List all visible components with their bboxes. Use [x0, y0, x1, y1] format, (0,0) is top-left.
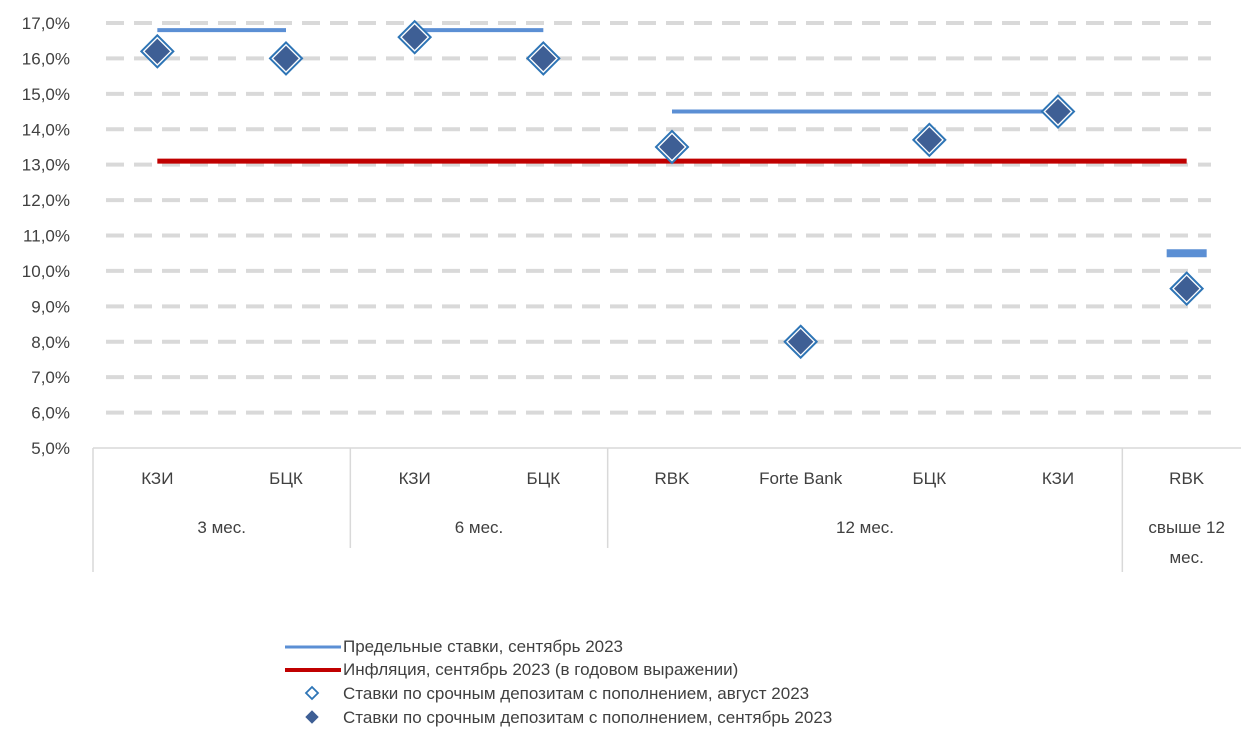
y-axis: 5,0% 6,0% 7,0% 8,0% 9,0% 10,0% 11,0% 12,0% 13,0%…: [22, 14, 70, 458]
legend: Предельные ставки, сентябрь 2023 Инфляция…: [285, 637, 832, 727]
y-tick-label: 7,0%: [31, 368, 70, 387]
x-group-label: мес.: [1169, 548, 1203, 567]
september-rate-point: [1045, 98, 1071, 125]
x-group-label: 12 мес.: [836, 518, 894, 537]
september-rate-point: [144, 38, 171, 65]
x-category-label: БЦК: [527, 469, 561, 488]
y-tick-label: 11,0%: [23, 227, 70, 246]
september-rate-point: [916, 127, 943, 153]
y-tick-label: 15,0%: [22, 85, 70, 104]
y-tick-label: 9,0%: [31, 297, 70, 316]
y-tick-label: 16,0%: [22, 49, 70, 68]
y-tick-label: 12,0%: [22, 191, 70, 210]
marker-series: [139, 19, 1205, 360]
x-category-label: КЗИ: [1042, 469, 1074, 488]
september-rate-point: [530, 45, 557, 72]
legend-swatch: [304, 685, 320, 701]
legend-swatch: [305, 710, 319, 724]
y-tick-label: 10,0%: [22, 262, 70, 281]
y-tick-label: 5,0%: [31, 439, 70, 458]
x-group-label: свыше 12: [1148, 518, 1224, 537]
legend-label: Предельные ставки, сентябрь 2023: [343, 637, 623, 656]
x-group-label: 3 мес.: [197, 518, 246, 537]
x-category-label: Forte Bank: [759, 469, 843, 488]
x-category-label: КЗИ: [141, 469, 173, 488]
september-rate-point: [401, 24, 428, 50]
x-category-label: RBK: [1169, 469, 1205, 488]
y-tick-label: 6,0%: [31, 404, 70, 423]
september-rate-point: [787, 329, 814, 355]
y-tick-label: 13,0%: [22, 156, 70, 175]
grid-lines: [106, 21, 1211, 415]
september-rate-point: [1173, 275, 1200, 302]
x-category-label: RBK: [655, 469, 691, 488]
legend-label: Ставки по срочным депозитам с пополнение…: [343, 684, 809, 703]
legend-label: Инфляция, сентябрь 2023 (в годовом выраж…: [343, 660, 738, 679]
september-rate-point: [659, 134, 685, 160]
x-category-label: БЦК: [269, 469, 303, 488]
x-axis: КЗИ БЦК КЗИ БЦК RBK Forte Bank БЦК КЗИ RBK 3 мес.…: [92, 447, 1241, 572]
september-rate-point: [273, 45, 299, 72]
legend-label: Ставки по срочным депозитам с пополнение…: [343, 708, 832, 727]
x-group-label: 6 мес.: [455, 518, 504, 537]
x-category-label: КЗИ: [399, 469, 431, 488]
y-tick-label: 17,0%: [22, 14, 70, 33]
y-tick-label: 8,0%: [31, 333, 70, 352]
x-category-label: БЦК: [913, 469, 947, 488]
y-tick-label: 14,0%: [22, 120, 70, 139]
